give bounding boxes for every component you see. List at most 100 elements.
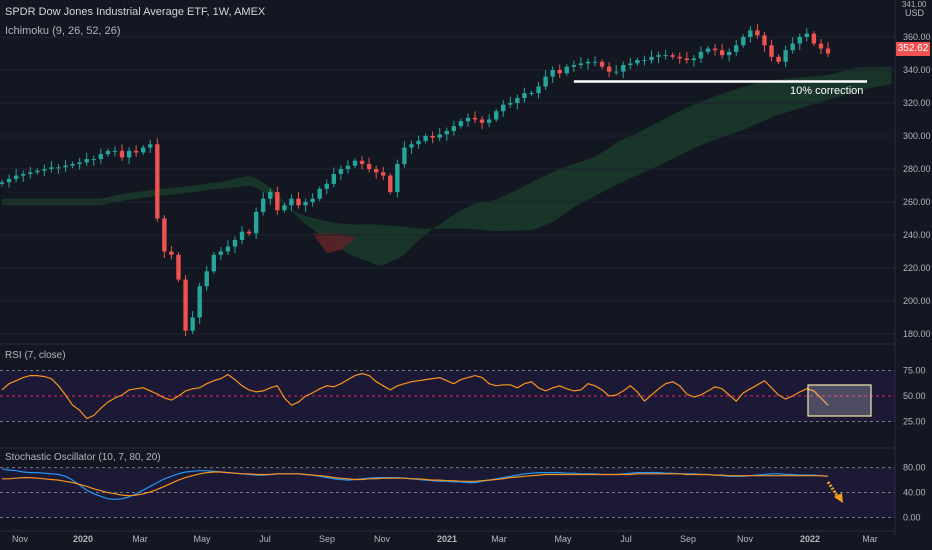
candle-body xyxy=(388,175,393,193)
candle-body xyxy=(282,205,287,211)
candle-body xyxy=(486,119,492,123)
candle-body xyxy=(515,98,520,103)
candle-body xyxy=(825,48,831,54)
candle-body xyxy=(0,182,5,184)
time-tick-label: May xyxy=(193,534,211,544)
candle-body xyxy=(684,58,689,61)
candle-body xyxy=(465,117,471,122)
candle-body xyxy=(550,70,555,77)
candle-body xyxy=(748,30,753,37)
rsi-tick-label: 25.00 xyxy=(903,417,926,427)
candle-body xyxy=(373,169,379,173)
stoch-tick-label: 40.00 xyxy=(903,488,926,498)
candle-body xyxy=(162,218,167,252)
candle-body xyxy=(232,239,238,247)
candle-body xyxy=(501,104,506,112)
candle-body xyxy=(141,147,146,153)
ichimoku-cloud xyxy=(2,66,892,266)
candle-body xyxy=(176,254,181,280)
candle-body xyxy=(303,202,308,206)
candle-body xyxy=(119,150,125,158)
candle-body xyxy=(338,169,344,174)
candle-body xyxy=(776,56,781,62)
candle-body xyxy=(606,66,612,72)
candle-body xyxy=(726,51,732,56)
candle-body xyxy=(472,117,478,120)
candle-body xyxy=(395,164,400,193)
price-tick-label: 340.00 xyxy=(903,65,931,75)
candle-body xyxy=(317,188,322,199)
rsi-tick-label: 75.00 xyxy=(903,365,926,375)
candle-body xyxy=(635,60,640,64)
candle-body xyxy=(797,37,802,44)
candle-body xyxy=(310,198,315,202)
price-tick-label: 200.00 xyxy=(903,296,931,306)
candle-body xyxy=(148,144,153,148)
candle-body xyxy=(691,58,697,61)
rsi-panel xyxy=(0,369,895,423)
candle-body xyxy=(91,159,96,161)
rsi-line xyxy=(1,372,829,420)
time-tick-label: May xyxy=(554,534,572,544)
candle-body xyxy=(592,61,598,63)
rsi-label: RSI (7, close) xyxy=(5,350,66,361)
time-tick-label: Jul xyxy=(259,534,271,544)
candle-body xyxy=(183,279,188,331)
candle-body xyxy=(755,30,760,36)
candle-body xyxy=(84,159,89,163)
candle-body xyxy=(522,93,527,99)
candle-body xyxy=(416,140,421,145)
rsi-highlight-box xyxy=(807,384,872,417)
candle-body xyxy=(409,144,414,148)
candle-body xyxy=(239,231,245,240)
price-tick-label: 320.00 xyxy=(903,98,931,108)
candle-body xyxy=(585,61,591,64)
time-tick-label: Sep xyxy=(680,534,696,544)
price-tick-label: 260.00 xyxy=(903,197,931,207)
candle-body xyxy=(564,66,569,74)
candle-body xyxy=(352,160,358,166)
candle-body xyxy=(423,136,428,141)
candle-body xyxy=(324,183,329,189)
candle-body xyxy=(677,56,682,59)
time-tick-label: Nov xyxy=(12,534,29,544)
time-tick-label: 2020 xyxy=(73,534,93,544)
candle-body xyxy=(169,251,174,255)
candle-body xyxy=(331,173,337,184)
time-tick-label: Mar xyxy=(862,534,878,544)
candle-body xyxy=(402,147,407,165)
candle-body xyxy=(437,134,442,138)
candle-body xyxy=(359,160,365,165)
price-tick-label: 280.00 xyxy=(903,164,931,174)
candle-body xyxy=(275,192,280,211)
candle-body xyxy=(218,251,224,255)
candle-body xyxy=(734,45,739,52)
candle-body xyxy=(77,162,82,165)
price-tick-label: 300.00 xyxy=(903,131,931,141)
candle-body xyxy=(13,175,19,179)
candle-body xyxy=(296,198,301,206)
candle-body xyxy=(253,211,259,234)
time-tick-label: 2021 xyxy=(437,534,457,544)
price-axis-top-label: 341.00 xyxy=(902,0,927,9)
candle-body xyxy=(197,286,202,318)
candle-body xyxy=(649,56,654,61)
candle-body xyxy=(70,164,75,166)
candle-body xyxy=(430,136,435,138)
time-tick-label: Mar xyxy=(132,534,148,544)
time-tick-label: Sep xyxy=(319,534,335,544)
time-tick-label: Jul xyxy=(620,534,632,544)
candle-body xyxy=(42,169,47,171)
price-gridlines xyxy=(0,36,895,335)
candle-body xyxy=(712,48,718,51)
candle-body xyxy=(818,43,824,49)
candle-body xyxy=(98,154,104,160)
candles xyxy=(0,23,867,337)
time-tick-label: 2022 xyxy=(800,534,820,544)
candle-body xyxy=(762,35,767,46)
candle-body xyxy=(451,126,457,132)
stoch-label: Stochastic Oscillator (10, 7, 80, 20) xyxy=(5,452,161,463)
candle-body xyxy=(126,150,132,158)
